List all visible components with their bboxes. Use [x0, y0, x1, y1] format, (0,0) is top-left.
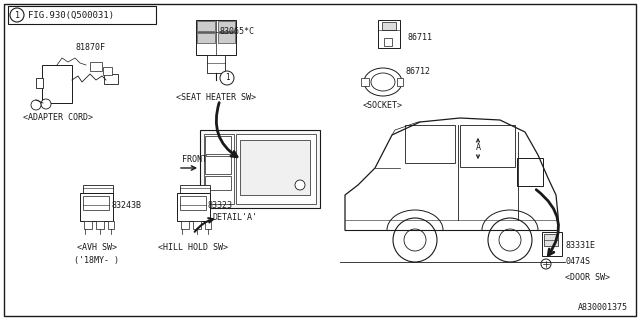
Circle shape	[488, 218, 532, 262]
Bar	[205, 156, 231, 174]
Text: <SEAT HEATER SW>: <SEAT HEATER SW>	[176, 93, 256, 102]
Bar	[83, 196, 109, 210]
Bar	[96, 221, 104, 229]
Bar	[197, 33, 215, 43]
Bar	[42, 65, 72, 103]
Bar	[180, 196, 206, 210]
Bar	[378, 20, 400, 48]
Bar	[544, 234, 558, 246]
Bar	[405, 125, 455, 163]
Text: <ADAPTER CORD>: <ADAPTER CORD>	[23, 114, 93, 123]
Text: 81870F: 81870F	[76, 44, 106, 52]
Bar	[90, 62, 102, 71]
Circle shape	[295, 180, 305, 190]
Bar	[205, 221, 211, 229]
Bar	[8, 6, 156, 24]
Bar	[104, 74, 118, 84]
Circle shape	[393, 218, 437, 262]
Circle shape	[220, 71, 234, 85]
Circle shape	[541, 259, 551, 269]
Text: 83065*C: 83065*C	[220, 28, 255, 36]
Bar	[361, 78, 369, 86]
Bar	[84, 221, 92, 229]
Bar	[108, 221, 114, 229]
Bar	[517, 158, 543, 186]
Text: DETAIL'A': DETAIL'A'	[212, 213, 257, 222]
Ellipse shape	[371, 73, 395, 91]
Bar	[240, 140, 310, 195]
Text: 83243B: 83243B	[112, 201, 142, 210]
Bar	[181, 221, 189, 229]
Text: <HILL HOLD SW>: <HILL HOLD SW>	[158, 244, 228, 252]
Text: A830001375: A830001375	[578, 303, 628, 312]
Bar	[384, 38, 392, 46]
Bar	[196, 20, 236, 55]
Circle shape	[404, 229, 426, 251]
Text: <DOOR SW>: <DOOR SW>	[565, 274, 610, 283]
Bar	[204, 134, 234, 204]
Text: 83323: 83323	[208, 201, 233, 210]
Text: A: A	[476, 143, 481, 153]
Bar	[83, 185, 113, 193]
Bar	[36, 78, 43, 88]
Bar	[200, 130, 320, 208]
Text: FRONT: FRONT	[182, 156, 207, 164]
Text: <AVH SW>: <AVH SW>	[77, 244, 117, 252]
Text: 0474S: 0474S	[565, 258, 590, 267]
Circle shape	[10, 8, 24, 22]
Bar	[193, 221, 201, 229]
Text: 1: 1	[15, 11, 19, 20]
Bar	[542, 232, 562, 256]
Text: FIG.930(Q500031): FIG.930(Q500031)	[28, 11, 114, 20]
Text: <SOCKET>: <SOCKET>	[363, 100, 403, 109]
Bar	[80, 193, 113, 221]
Bar	[197, 21, 215, 31]
Circle shape	[499, 229, 521, 251]
Bar	[218, 21, 235, 31]
Bar	[382, 22, 396, 30]
Text: 1: 1	[225, 74, 229, 83]
Circle shape	[31, 100, 41, 110]
Text: ('18MY- ): ('18MY- )	[74, 255, 120, 265]
Bar	[103, 67, 112, 75]
Bar	[236, 134, 316, 204]
Circle shape	[41, 99, 51, 109]
Bar	[177, 193, 210, 221]
Bar	[205, 136, 231, 154]
Bar	[207, 55, 225, 73]
Bar	[218, 33, 235, 43]
Bar	[460, 125, 515, 167]
Ellipse shape	[364, 68, 402, 96]
Text: 83331E: 83331E	[565, 242, 595, 251]
Text: 86711: 86711	[408, 34, 433, 43]
Bar	[205, 176, 231, 190]
Text: 86712: 86712	[406, 68, 431, 76]
Bar	[180, 185, 210, 193]
Bar	[397, 78, 403, 86]
